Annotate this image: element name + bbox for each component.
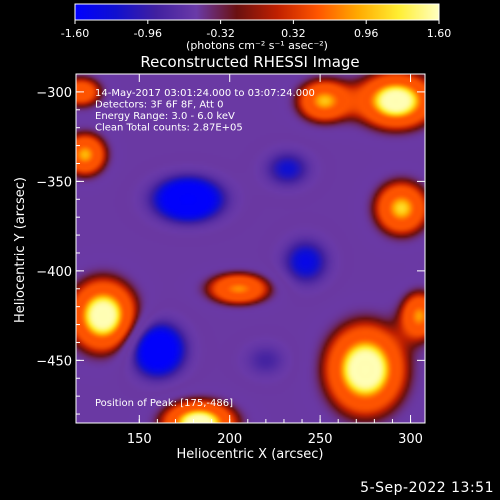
y-tick-label: −400 xyxy=(36,265,72,280)
annotation-line: Energy Range: 3.0 - 6.0 keV xyxy=(95,111,235,122)
y-tick-label: −450 xyxy=(36,354,72,369)
peak-position-label: Position of Peak: [175,-486] xyxy=(95,398,233,409)
x-tick-label: 250 xyxy=(308,432,333,447)
x-tick-label: 150 xyxy=(127,432,152,447)
colorbar-tick-label: -1.60 xyxy=(61,27,89,40)
colorbar-tick-label: -0.32 xyxy=(206,27,234,40)
heatmap-image xyxy=(76,74,425,423)
annotation-line: Clean Total counts: 2.87E+05 xyxy=(95,123,243,134)
annotation-line: Detectors: 3F 6F 8F, Att 0 xyxy=(95,100,223,111)
chart-title: Reconstructed RHESSI Image xyxy=(140,53,359,71)
colorbar-tick-label: 1.60 xyxy=(427,27,452,40)
annotation-block: 14-May-2017 03:01:24.000 to 03:07:24.000… xyxy=(95,88,315,134)
x-axis-label: Heliocentric X (arcsec) xyxy=(177,447,324,462)
y-tick-label: −350 xyxy=(36,175,72,190)
plot-frame xyxy=(75,73,426,424)
colorbar-unit-label: (photons cm⁻² s⁻¹ asec⁻²) xyxy=(186,39,328,52)
annotation-line: 14-May-2017 03:01:24.000 to 03:07:24.000 xyxy=(95,88,315,99)
x-tick-label: 200 xyxy=(217,432,242,447)
colorbar-tick-label: 0.32 xyxy=(281,27,306,40)
colorbar-tick-label: -0.96 xyxy=(134,27,162,40)
x-tick-label: 300 xyxy=(398,432,423,447)
colorbar xyxy=(74,3,440,21)
colorbar-tick-label: 0.96 xyxy=(354,27,379,40)
y-tick-label: −300 xyxy=(36,86,72,101)
y-axis-label: Heliocentric Y (arcsec) xyxy=(13,177,28,323)
axis-ticks: 150 200 250 300 −300 −350 −400 −450 xyxy=(36,74,425,447)
colorbar-ticks: -1.60 -0.96 -0.32 0.32 0.96 1.60 xyxy=(61,20,451,40)
footer-timestamp: 5-Sep-2022 13:51 xyxy=(360,480,494,496)
